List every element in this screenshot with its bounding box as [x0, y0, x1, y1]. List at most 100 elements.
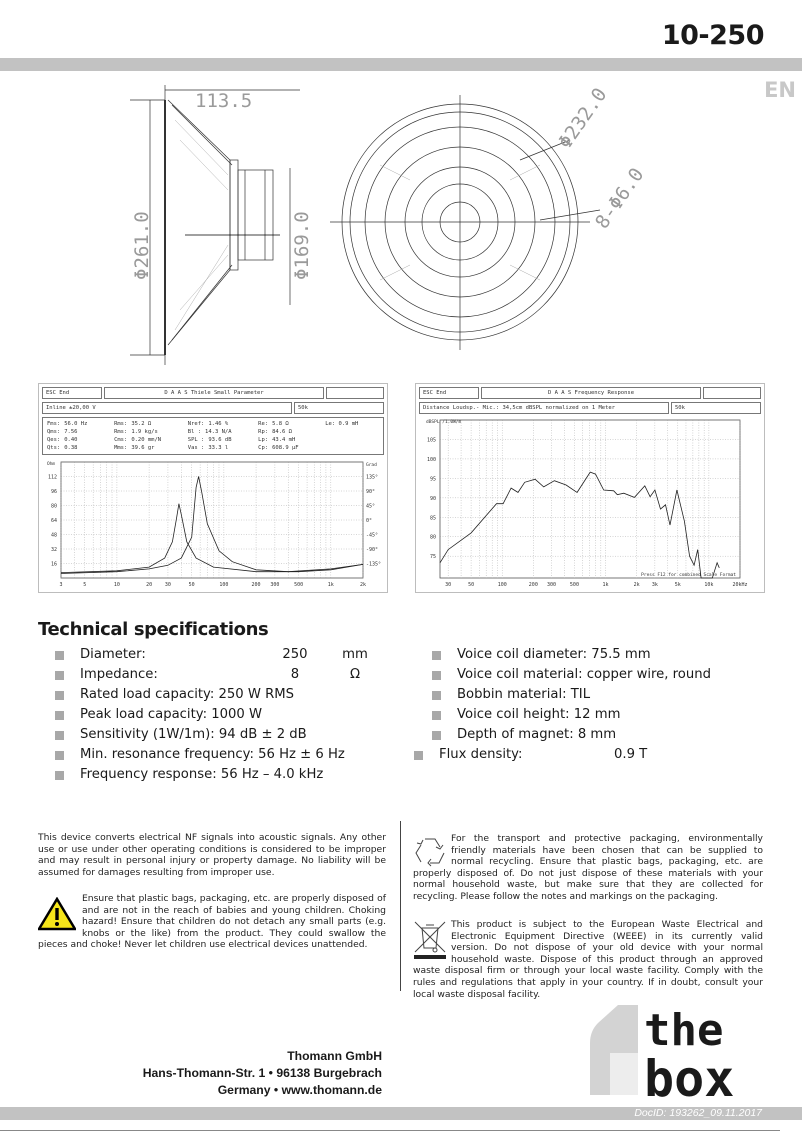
ts-param-text: 608.9 µF — [272, 445, 299, 451]
ts-param: Cms: 0.20 mm/N — [114, 436, 182, 444]
company-country: Germany • www.thomann.de — [217, 1083, 382, 1097]
spec-label: Diameter: — [80, 647, 146, 662]
ts-param-text: 56.0 Hz — [64, 421, 88, 427]
range-label: 50k — [671, 402, 761, 414]
depth-dimension: 113.5 — [195, 90, 252, 112]
spec-unit: Ω — [349, 667, 361, 682]
spec-value: 250 — [282, 647, 308, 662]
ts-param-text: 5.8 Ω — [272, 421, 289, 427]
y-tick-label: 96 — [51, 489, 57, 495]
ts-param-text: 0.20 mm/N — [131, 437, 162, 443]
spec-label: Impedance: — [80, 667, 158, 682]
spec-item: Voice coil material: copper wire, round — [432, 665, 711, 685]
spec-text: Voice coil material: copper wire, round — [457, 667, 711, 682]
ts-param: Vas :33.3 l — [188, 444, 252, 452]
ts-param-text: Vas : — [187, 445, 205, 451]
y-tick-label: 95 — [430, 476, 436, 482]
bullet-icon — [55, 710, 64, 720]
x-tick-label: 3 — [59, 582, 62, 588]
x-tick-label: 10 — [114, 582, 120, 588]
x-tick-label: 300 — [547, 582, 556, 588]
ts-param-text: 7.56 — [64, 429, 78, 435]
spec-item: Sensitivity (1W/1m): 94 dB ± 2 dB — [55, 725, 390, 745]
ts-param-text: Fms: — [47, 421, 61, 427]
ts-param-text: Rms: — [114, 421, 128, 427]
y2-tick-label: -135° — [366, 562, 381, 568]
x-tick-label: 10k — [704, 582, 713, 588]
ts-param-text: 1.9 kg/s — [131, 429, 158, 435]
x-tick-label: 100 — [219, 582, 228, 588]
ts-param: Qes: 0.40 — [47, 436, 108, 444]
ts-param-text: 33.3 l — [208, 445, 229, 451]
spec-item: Voice coil diameter: 75.5 mm — [432, 645, 711, 665]
spec-text: Frequency response: 56 Hz – 4.0 kHz — [80, 767, 324, 782]
y-tick-label: 90 — [430, 496, 436, 502]
ts-param: Qts: 0.38 — [47, 444, 108, 452]
spec-unit: mm — [342, 647, 368, 662]
svg-text:the: the — [644, 1005, 723, 1056]
ts-param-text: 1.46 % — [208, 421, 229, 427]
ts-param: Lp: 43.4 mH — [258, 436, 319, 444]
y-tick-label: 48 — [51, 533, 57, 539]
magnet-diameter-dimension: Φ169.0 — [291, 211, 313, 280]
x-tick-label: 2k — [634, 582, 640, 588]
y-tick-label: 16 — [51, 562, 57, 568]
bullet-icon — [432, 670, 441, 680]
ts-param-text: Qts: — [47, 445, 61, 451]
language-label: EN — [764, 78, 796, 102]
y2-tick-label: 45° — [366, 504, 375, 510]
x-tick-label: 2k — [360, 582, 366, 588]
y2-tick-label: -45° — [366, 533, 378, 539]
y-tick-label: 100 — [427, 457, 436, 463]
impedance-chart: 16 32 48 64 80 96 112 3 5 10 20 30 50 100 200 300 500 1k 2… — [47, 461, 381, 588]
bullet-icon — [55, 770, 64, 780]
ts-param: Nref: 1.46 % — [188, 420, 252, 428]
specs-title: Technical specifications — [38, 619, 269, 640]
x-tick-label: 5k — [675, 582, 681, 588]
recycling-notice: For the transport and protective packagi… — [413, 833, 763, 903]
thiele-small-panel: ESC End D A A S Thiele Small Parameter I… — [38, 383, 388, 593]
x-tick-label: 100 — [498, 582, 507, 588]
frequency-response-panel: ESC End D A A S Frequency Response Dista… — [415, 383, 765, 593]
bullet-icon — [55, 750, 64, 760]
bullet-icon — [55, 690, 64, 700]
y2-tick-label: -90° — [366, 547, 378, 553]
plot-frame — [439, 419, 741, 579]
bullet-icon — [55, 670, 64, 680]
ts-param-text: Bl : — [187, 429, 202, 435]
specs-left-list: Diameter: 250 mm Impedance: 8 Ω Rated load cap… — [55, 645, 390, 785]
ts-param: Le: 0.9 mH — [325, 420, 379, 428]
ts-parameters: Fms: 56.0 Hz Rms: 35.2 Ω Nref: 1.46 % Re: 5.8 Ω… — [42, 417, 384, 455]
bullet-icon — [55, 650, 64, 660]
x-tick-label: 30 — [165, 582, 171, 588]
spec-value: 0.9 T — [614, 747, 648, 762]
outer-diameter-dimension: Φ261.0 — [131, 211, 153, 280]
ts-param-text: Mms: — [114, 445, 128, 451]
model-title: 10-250 — [661, 20, 765, 51]
x-tick-label: 20kHz — [732, 582, 747, 588]
ts-param-text: Cp: — [258, 445, 269, 451]
ts-param: Mms: 39.6 gr — [114, 444, 182, 452]
spec-item: Flux density: 0.9 T — [414, 745, 711, 765]
bottom-rule — [0, 1130, 780, 1131]
bullet-icon — [432, 730, 441, 740]
x-tick-label: 500 — [294, 582, 303, 588]
esc-label: ESC End — [42, 387, 102, 399]
the-box-logo: the box — [590, 1005, 734, 1099]
choking-text: Ensure that plastic bags, packaging, etc… — [38, 893, 386, 951]
ts-param: Rp: 84.6 Ω — [258, 428, 319, 436]
ts-param-text: 0.40 — [64, 437, 78, 443]
y2-tick-label: 90° — [366, 489, 375, 495]
y-tick-label: 85 — [430, 515, 436, 521]
ts-param-text: 43.4 mH — [272, 437, 296, 443]
footer-bar — [0, 1107, 802, 1120]
x-tick-label: 5 — [83, 582, 86, 588]
series-line-0 — [439, 471, 720, 579]
svg-text:box: box — [644, 1050, 734, 1099]
spec-item: Frequency response: 56 Hz – 4.0 kHz — [55, 765, 390, 785]
input-line: Inline ±20,00 V — [42, 402, 292, 414]
spec-text: Depth of magnet: 8 mm — [457, 727, 617, 742]
spec-item: Voice coil height: 12 mm — [432, 705, 711, 725]
ts-param-text: 0.38 — [64, 445, 78, 451]
distance-line: Distance Loudsp.- Mic.: 34,5cm dBSPL nor… — [419, 402, 669, 414]
